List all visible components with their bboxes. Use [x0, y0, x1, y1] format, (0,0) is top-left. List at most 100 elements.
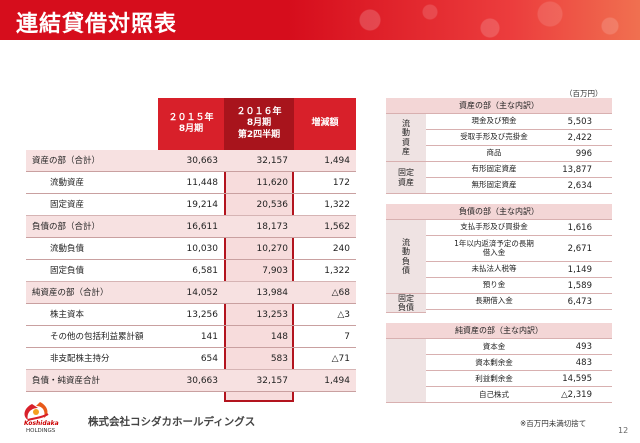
breakdown-group: 固定 資産 有形固定資産 13,877 無形固定資産 2,634	[386, 162, 612, 194]
table-row: 固定資産 19,214 20,536 1,322	[26, 194, 356, 216]
breakdown-group: 資本金 493 資本剰余金 483 利益剰余金 14,595 自己株式 △2,319	[386, 339, 612, 404]
value-2016: 20,536	[256, 200, 289, 210]
value-change: 1,562	[324, 222, 350, 232]
item-label: 利益剰余金	[475, 373, 513, 383]
table-row: 負債の部（合計） 16,611 18,173 1,562	[26, 216, 356, 238]
breakdown-item: 有形固定資産 13,877	[426, 162, 612, 178]
breakdown-group: 流 動 負 債 支払手形及び買掛金 1,616 1年以内返済予定の長期 借入金 2,67…	[386, 220, 612, 294]
item-label: 資本金	[482, 341, 506, 351]
row-label: 固定資産	[50, 200, 85, 210]
value-change: 1,494	[324, 376, 350, 386]
table-row: その他の包括利益累計額 141 148 7	[26, 326, 356, 348]
row-label: 流動負債	[50, 244, 85, 254]
item-label: 支払手形及び買掛金	[460, 222, 528, 232]
value-2015: 16,611	[186, 222, 219, 232]
value-change: 172	[332, 178, 350, 188]
logo-wordmark: Koshidaka	[24, 420, 59, 427]
title-banner	[0, 0, 640, 40]
value-change: △3	[337, 310, 350, 320]
value-2016: 32,157	[256, 376, 289, 386]
row-label: 資産の部（合計）	[32, 156, 101, 166]
breakdown-group: 流 動 資 産 現金及び預金 5,503 受取手形及び売掛金 2,422 商品 996	[386, 114, 612, 162]
liabilities-breakdown: 流 動 負 債 支払手形及び買掛金 1,616 1年以内返済予定の長期 借入金 2,67…	[386, 220, 612, 314]
item-label: 現金及び預金	[471, 116, 517, 126]
group-label	[386, 339, 426, 404]
row-label: 純資産の部（合計）	[32, 288, 109, 298]
breakdown-item: 長期借入金 6,473	[426, 294, 612, 310]
company-logo	[24, 402, 49, 421]
row-label: 株主資本	[50, 310, 85, 320]
company-name: 株式会社コシダカホールディングス	[88, 416, 256, 428]
value-change: △71	[331, 354, 350, 364]
assets-breakdown-title: 資産の部（主な内訳）	[386, 98, 612, 114]
value-2015: 141	[200, 332, 218, 342]
value-2015: 6,581	[192, 266, 218, 276]
breakdown-item: 預り金 1,589	[426, 278, 612, 294]
item-label: 預り金	[482, 280, 506, 290]
item-value: 1,149	[567, 264, 592, 275]
breakdown-item: 未払法人税等 1,149	[426, 262, 612, 278]
value-2016: 583	[270, 354, 288, 364]
row-label: 負債・純資産合計	[32, 376, 101, 386]
item-value: △2,319	[561, 389, 592, 400]
row-label: 流動資産	[50, 178, 85, 188]
item-value: 493	[575, 341, 592, 352]
group-label: 固定 負債	[386, 294, 426, 314]
item-value: 996	[575, 148, 592, 159]
value-change: 240	[332, 244, 350, 254]
breakdown-item: 資本金 493	[426, 339, 612, 356]
value-2016: 13,253	[256, 310, 289, 320]
item-label: 未払法人税等	[471, 264, 517, 274]
item-value: 2,422	[567, 132, 592, 143]
header-fy2015: ２０１５年 8月期	[158, 98, 224, 150]
table-row: 固定負債 6,581 7,903 1,322	[26, 260, 356, 282]
value-2016: 10,270	[256, 244, 289, 254]
breakdown-item: 無形固定資産 2,634	[426, 178, 612, 194]
breakdown-item: 支払手形及び買掛金 1,616	[426, 220, 612, 236]
breakdown-item: 利益剰余金 14,595	[426, 371, 612, 388]
value-2015: 10,030	[186, 244, 219, 254]
breakdown-item: 資本剰余金 483	[426, 355, 612, 372]
value-2016: 11,620	[256, 178, 289, 188]
value-change: 1,322	[324, 266, 350, 276]
item-label: 受取手形及び売掛金	[460, 132, 528, 142]
table-row: 株主資本 13,256 13,253 △3	[26, 304, 356, 326]
table-body: 資産の部（合計） 30,663 32,157 1,494 流動資産 11,448 11,62…	[26, 150, 356, 392]
assets-breakdown: 流 動 資 産 現金及び預金 5,503 受取手形及び売掛金 2,422 商品 996 固定 …	[386, 114, 612, 194]
item-value: 13,877	[562, 164, 592, 175]
value-2016: 13,984	[256, 288, 289, 298]
item-value: 5,503	[567, 116, 592, 127]
value-2015: 30,663	[186, 156, 219, 166]
value-2015: 654	[200, 354, 218, 364]
table-row: 純資産の部（合計） 14,052 13,984 △68	[26, 282, 356, 304]
footnote: ※百万円未満切捨て	[520, 419, 587, 428]
liabilities-breakdown-title: 負債の部（主な内訳）	[386, 204, 612, 220]
banner-decoration	[340, 0, 640, 40]
header-fy2016-q2: ２０１６年 8月期 第2四半期	[224, 98, 294, 150]
consolidated-balance-table: ２０１５年 8月期 ２０１６年 8月期 第2四半期 増減額 資産の部（合計） 30…	[26, 98, 356, 392]
row-label: 固定負債	[50, 266, 85, 276]
value-change: 1,494	[324, 156, 350, 166]
row-label: その他の包括利益累計額	[50, 332, 144, 342]
value-2016: 148	[270, 332, 288, 342]
breakdown-table: 資産の部（主な内訳） 流 動 資 産 現金及び預金 5,503 受取手形及び売掛金 2,…	[386, 98, 612, 404]
value-2015: 13,256	[186, 310, 219, 320]
table-row: 負債・純資産合計 30,663 32,157 1,494	[26, 370, 356, 392]
table-header: ２０１５年 8月期 ２０１６年 8月期 第2四半期 増減額	[26, 98, 356, 150]
item-label: 無形固定資産	[471, 180, 517, 190]
page-title: 連結貸借対照表	[16, 12, 178, 37]
item-label: 商品	[486, 148, 502, 158]
value-2016: 18,173	[256, 222, 289, 232]
value-2015: 19,214	[186, 200, 219, 210]
equity-breakdown-title: 純資産の部（主な内訳）	[386, 323, 612, 340]
item-value: 1,616	[567, 222, 592, 233]
value-change: △68	[331, 288, 350, 298]
item-value: 2,634	[567, 180, 592, 191]
equity-breakdown: 資本金 493 資本剰余金 483 利益剰余金 14,595 自己株式 △2,319	[386, 339, 612, 404]
breakdown-group: 固定 負債 長期借入金 6,473	[386, 294, 612, 314]
item-label: 自己株式	[479, 389, 509, 399]
item-value: 2,671	[567, 243, 592, 254]
logo-subtext: HOLDINGS	[26, 428, 56, 434]
value-2016: 7,903	[262, 266, 288, 276]
group-label: 固定 資産	[386, 162, 426, 194]
